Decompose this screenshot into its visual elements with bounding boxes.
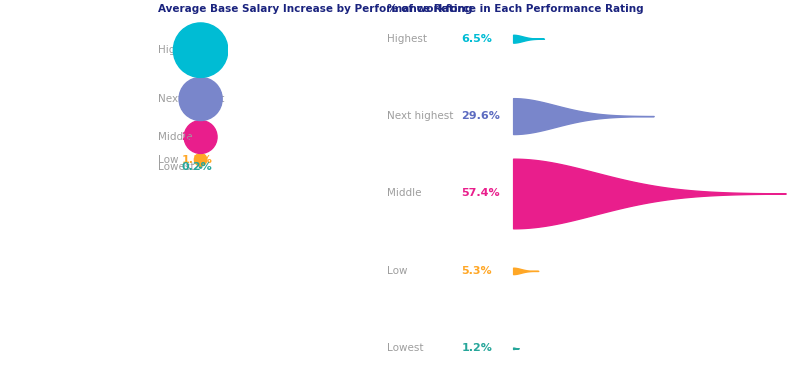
Text: 3.8%: 3.8% bbox=[182, 94, 212, 104]
Text: Lowest: Lowest bbox=[387, 343, 423, 353]
Text: Lowest: Lowest bbox=[158, 162, 194, 172]
Text: 5.3%: 5.3% bbox=[462, 266, 492, 276]
Text: 1.1%: 1.1% bbox=[182, 155, 212, 164]
Text: Next highest: Next highest bbox=[158, 94, 224, 104]
Text: 1.2%: 1.2% bbox=[462, 343, 492, 353]
Text: Average Base Salary Increase by Performance Rating: Average Base Salary Increase by Performa… bbox=[158, 3, 472, 14]
Circle shape bbox=[179, 77, 222, 120]
Text: % of workforce in Each Performance Rating: % of workforce in Each Performance Ratin… bbox=[387, 4, 643, 14]
Text: 4.8%: 4.8% bbox=[182, 45, 212, 55]
Text: Highest: Highest bbox=[158, 45, 198, 55]
Text: Middle: Middle bbox=[387, 188, 422, 199]
Circle shape bbox=[184, 120, 217, 153]
Circle shape bbox=[194, 153, 207, 166]
Text: 57.4%: 57.4% bbox=[462, 188, 500, 199]
Text: Middle: Middle bbox=[158, 132, 192, 142]
Text: 29.6%: 29.6% bbox=[462, 111, 500, 121]
Circle shape bbox=[174, 23, 228, 77]
Text: 0.2%: 0.2% bbox=[182, 162, 212, 172]
Text: 2.9%: 2.9% bbox=[182, 132, 212, 142]
Text: 6.5%: 6.5% bbox=[462, 34, 492, 44]
Text: Next highest: Next highest bbox=[387, 111, 454, 121]
Text: Low: Low bbox=[387, 266, 407, 276]
Circle shape bbox=[199, 166, 202, 168]
Text: Low: Low bbox=[158, 155, 178, 164]
Text: Highest: Highest bbox=[387, 34, 427, 44]
